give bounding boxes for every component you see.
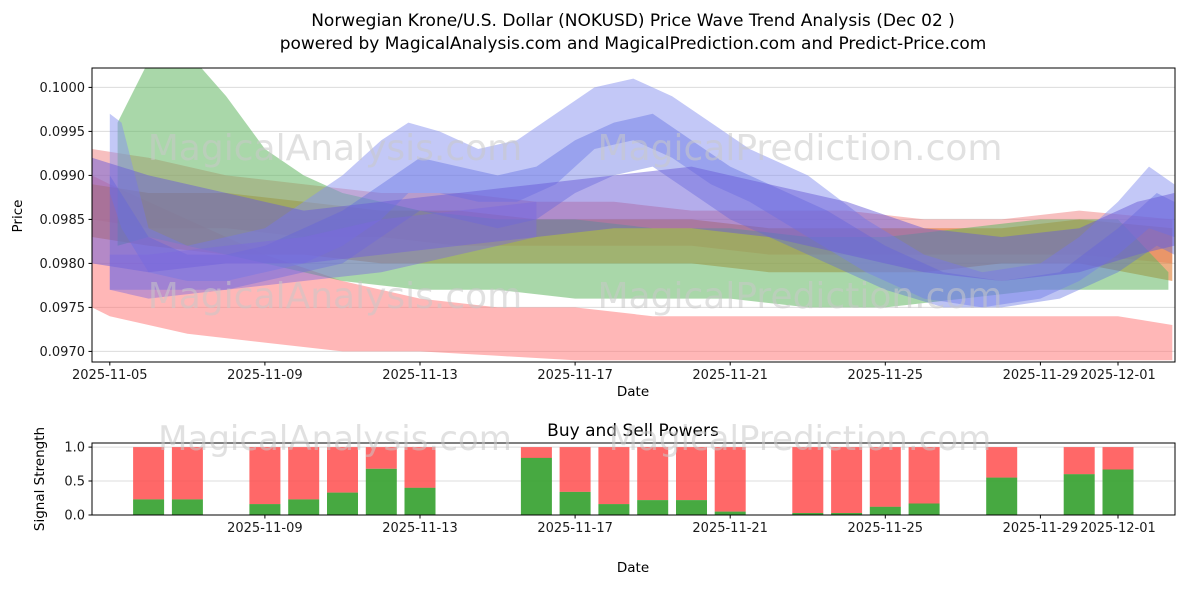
sell-bar (133, 447, 165, 500)
sell-bar (908, 447, 940, 504)
price-ytick-label: 0.0985 (40, 213, 86, 228)
signal-axes: 0.0 0.5 1.0 2025-11-09 2025-11-13 2025-11-17 2… (64, 441, 1176, 536)
buy-bar (598, 504, 630, 515)
price-xtick-label: 2025-11-25 (848, 368, 924, 383)
signal-xlabel: Date (617, 560, 649, 576)
signal-xtick-label: 2025-11-25 (848, 521, 924, 536)
buy-bar (1102, 469, 1134, 515)
buy-bar (133, 499, 165, 515)
price-wave-bands (92, 68, 1175, 361)
price-xtick-label: 2025-11-09 (227, 368, 303, 383)
buy-bar (288, 499, 320, 515)
signal-xtick-label: 2025-11-21 (692, 521, 768, 536)
watermark-text: MagicalAnalysis.com (158, 419, 512, 459)
buy-bar (520, 457, 552, 515)
watermarks: MagicalAnalysis.com MagicalPrediction.com… (148, 128, 1003, 459)
sell-bar (559, 447, 591, 492)
price-ytick-label: 0.0995 (40, 125, 86, 140)
watermark-text: MagicalPrediction.com (598, 276, 1003, 317)
signal-xtick-label: 2025-11-13 (382, 521, 458, 536)
buy-bar (404, 487, 436, 515)
buy-bar (676, 500, 707, 515)
price-chart-title: Norwegian Krone/U.S. Dollar (NOKUSD) Pri… (311, 11, 955, 31)
band-purple (92, 157, 1175, 281)
signal-ytick-label: 0.5 (64, 475, 85, 490)
buy-bar (869, 506, 901, 515)
buy-bar (365, 468, 397, 515)
sell-bar (676, 447, 707, 501)
price-chart-subtitle: powered by MagicalAnalysis.com and Magic… (280, 34, 987, 54)
chart-render-root: 0.0970 0.0975 0.0980 0.0985 0.0990 0.0995 0.10… (40, 67, 1176, 536)
price-ytick-label: 0.0970 (40, 345, 86, 360)
buy-bar (559, 491, 591, 515)
sell-bar (171, 447, 203, 500)
price-xtick-label: 2025-11-05 (72, 368, 148, 383)
price-axes: 0.0970 0.0975 0.0980 0.0985 0.0990 0.0995 0.10… (40, 67, 1176, 383)
price-ytick-label: 0.1000 (40, 81, 86, 96)
sell-bar (598, 447, 630, 505)
watermark-text: MagicalAnalysis.com (148, 128, 522, 169)
buy-bar (831, 513, 863, 515)
sell-bar (792, 447, 824, 513)
band-purple-left (109, 201, 537, 299)
price-ytick-label: 0.0980 (40, 257, 86, 272)
buy-bar (1063, 474, 1095, 515)
sell-bar (869, 447, 901, 507)
signal-xtick-label: 2025-12-01 (1080, 521, 1156, 536)
price-xlabel: Date (617, 384, 649, 400)
sell-bar (986, 447, 1018, 478)
buy-bar (637, 500, 669, 515)
watermark-text: MagicalAnalysis.com (148, 276, 522, 317)
buy-bar (986, 477, 1018, 515)
sell-bar (714, 447, 746, 512)
buy-bar (792, 513, 824, 515)
sell-bar (327, 447, 358, 493)
sell-bar (1063, 447, 1095, 475)
price-ylabel: Price (10, 200, 26, 233)
signal-xtick-label: 2025-11-29 (1003, 521, 1079, 536)
price-ytick-label: 0.0990 (40, 169, 86, 184)
buy-bar (327, 492, 358, 515)
watermark-text: MagicalPrediction.com (598, 128, 1003, 169)
sell-bar (249, 447, 281, 505)
price-ytick-label: 0.0975 (40, 301, 86, 316)
buy-bar (714, 511, 746, 515)
buy-bar (171, 499, 203, 515)
band-red-lower (92, 175, 1173, 361)
signal-xtick-label: 2025-11-17 (537, 521, 613, 536)
price-xtick-label: 2025-12-01 (1080, 368, 1156, 383)
signal-ytick-label: 0.0 (64, 509, 85, 524)
sell-bar (831, 447, 863, 513)
signal-chart-title: Buy and Sell Powers (547, 421, 719, 441)
sell-bar (520, 447, 552, 458)
signal-ytick-label: 1.0 (64, 441, 85, 456)
sell-bar (404, 447, 436, 488)
sell-bar (1102, 447, 1134, 470)
signal-xtick-label: 2025-11-09 (227, 521, 303, 536)
watermark-text: MagicalPrediction.com (609, 419, 992, 459)
sell-bar (365, 447, 397, 469)
buy-bar (249, 504, 281, 515)
sell-bar (637, 447, 669, 501)
sell-bar (288, 447, 320, 500)
price-xtick-label: 2025-11-21 (692, 368, 768, 383)
price-xtick-label: 2025-11-17 (537, 368, 613, 383)
signal-ylabel: Signal Strength (32, 427, 48, 531)
buy-bar (908, 503, 940, 515)
signal-bars (133, 447, 1134, 515)
price-xtick-label: 2025-11-29 (1003, 368, 1079, 383)
price-xtick-label: 2025-11-13 (382, 368, 458, 383)
